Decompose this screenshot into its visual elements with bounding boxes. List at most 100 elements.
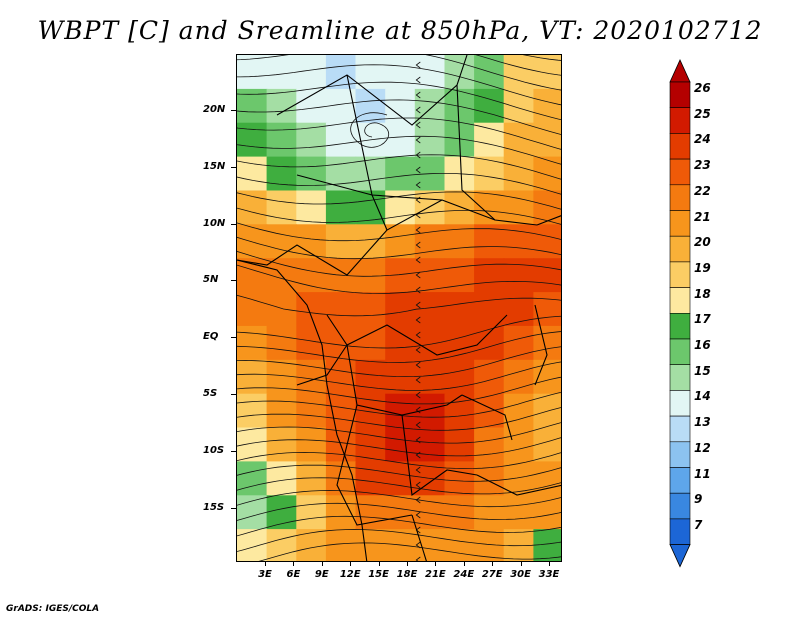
colorbar	[669, 59, 691, 568]
colorbar-swatch	[669, 415, 691, 443]
wbpt-cell	[325, 190, 357, 226]
streamline-arrow	[415, 496, 421, 504]
streamline	[237, 135, 561, 165]
streamline	[237, 264, 561, 294]
streamline-arrow	[415, 91, 421, 99]
wbpt-cell	[503, 393, 535, 429]
streamline-arrow	[415, 301, 421, 309]
wbpt-cell	[533, 156, 561, 192]
wbpt-cell	[533, 55, 561, 90]
lat-tick	[231, 166, 237, 168]
colorbar-label: 23	[694, 158, 711, 173]
wbpt-cell	[266, 122, 297, 158]
colorbar-swatch	[669, 467, 691, 494]
border-line	[536, 215, 561, 226]
wbpt-cell	[474, 190, 505, 226]
wbpt-cell	[385, 224, 416, 259]
wbpt-cell	[385, 393, 416, 429]
coastline	[237, 259, 368, 561]
lat-label: 15S	[203, 501, 225, 513]
lat-tick	[231, 280, 237, 282]
streamline-arrow	[415, 166, 421, 174]
streamline	[237, 391, 561, 418]
streamline	[237, 191, 561, 210]
streamline-arrow	[415, 106, 421, 114]
border-line	[276, 55, 468, 126]
colorbar-label: 24	[694, 132, 711, 147]
lon-tick	[265, 561, 266, 566]
wbpt-cell	[474, 258, 505, 293]
colorbar-swatch	[669, 313, 691, 340]
wbpt-cell	[444, 427, 475, 463]
wbpt-cell	[503, 427, 535, 463]
wbpt-cell	[503, 495, 535, 530]
streamline-arrow	[415, 556, 421, 561]
colorbar-swatch	[669, 235, 691, 263]
wbpt-cell	[533, 88, 561, 124]
wbpt-cell	[444, 495, 475, 530]
colorbar-label: 21	[694, 209, 711, 224]
streamline	[258, 542, 561, 561]
streamline-arrow	[415, 346, 421, 354]
colorbar-label: 9	[694, 492, 703, 507]
wbpt-cell	[414, 529, 446, 561]
border-line	[296, 174, 443, 201]
wbpt-cell	[385, 359, 416, 395]
wbpt-cell	[355, 88, 386, 124]
wbpt-cell	[385, 55, 416, 90]
wbpt-cell	[237, 122, 268, 158]
wbpt-cell	[414, 427, 446, 463]
colorbar-swatch	[669, 81, 691, 109]
lon-label: 30E	[510, 569, 531, 580]
streamline	[237, 315, 561, 349]
wbpt-cell	[266, 393, 297, 429]
wbpt-cell	[237, 55, 268, 90]
wbpt-cell	[444, 190, 475, 226]
streamline-arrow	[415, 316, 421, 324]
colorbar-label: 19	[694, 260, 711, 275]
colorbar-label: 22	[694, 183, 711, 198]
streamline	[237, 154, 561, 180]
map-panel	[236, 54, 562, 562]
streamline	[237, 117, 561, 150]
wbpt-cell	[237, 393, 268, 429]
map-field	[237, 55, 561, 561]
wbpt-cell	[533, 258, 561, 293]
wbpt-cell	[237, 190, 268, 226]
wbpt-cell	[385, 495, 416, 530]
wbpt-cell	[296, 393, 327, 429]
streamline-arrow	[415, 256, 421, 264]
wbpt-cell	[237, 359, 268, 395]
wbpt-cell	[355, 529, 386, 561]
wbpt-cell	[266, 529, 297, 561]
lat-tick	[231, 337, 237, 339]
wbpt-cell	[355, 393, 386, 429]
wbpt-cell	[385, 190, 416, 226]
colorbar-bottom-arrow	[669, 544, 691, 568]
wbpt-cell	[237, 325, 268, 361]
border-line	[534, 304, 548, 386]
border-line	[401, 414, 478, 496]
border-line	[336, 404, 413, 526]
lon-tick	[321, 561, 323, 566]
lat-tick	[231, 507, 237, 509]
wbpt-cell	[325, 325, 357, 361]
streamline	[237, 222, 561, 242]
streamline-arrow	[415, 241, 421, 249]
streamline-arrow	[415, 511, 421, 519]
streamline	[237, 55, 561, 91]
wbpt-cell	[266, 461, 297, 497]
lon-tick	[435, 561, 437, 566]
wbpt-cell	[414, 325, 446, 361]
lat-label: 5N	[203, 274, 219, 286]
colorbar-label: 12	[694, 440, 711, 455]
colorbar-label: 20	[694, 235, 711, 250]
streamline-arrow	[415, 361, 421, 369]
wbpt-cell	[355, 224, 386, 259]
colorbar-label: 13	[694, 415, 711, 430]
wbpt-cell	[385, 325, 416, 361]
streamline	[237, 99, 561, 135]
streamline-arrow	[415, 76, 421, 84]
lat-label: 20N	[203, 104, 226, 115]
streamline-arrow	[415, 421, 421, 429]
